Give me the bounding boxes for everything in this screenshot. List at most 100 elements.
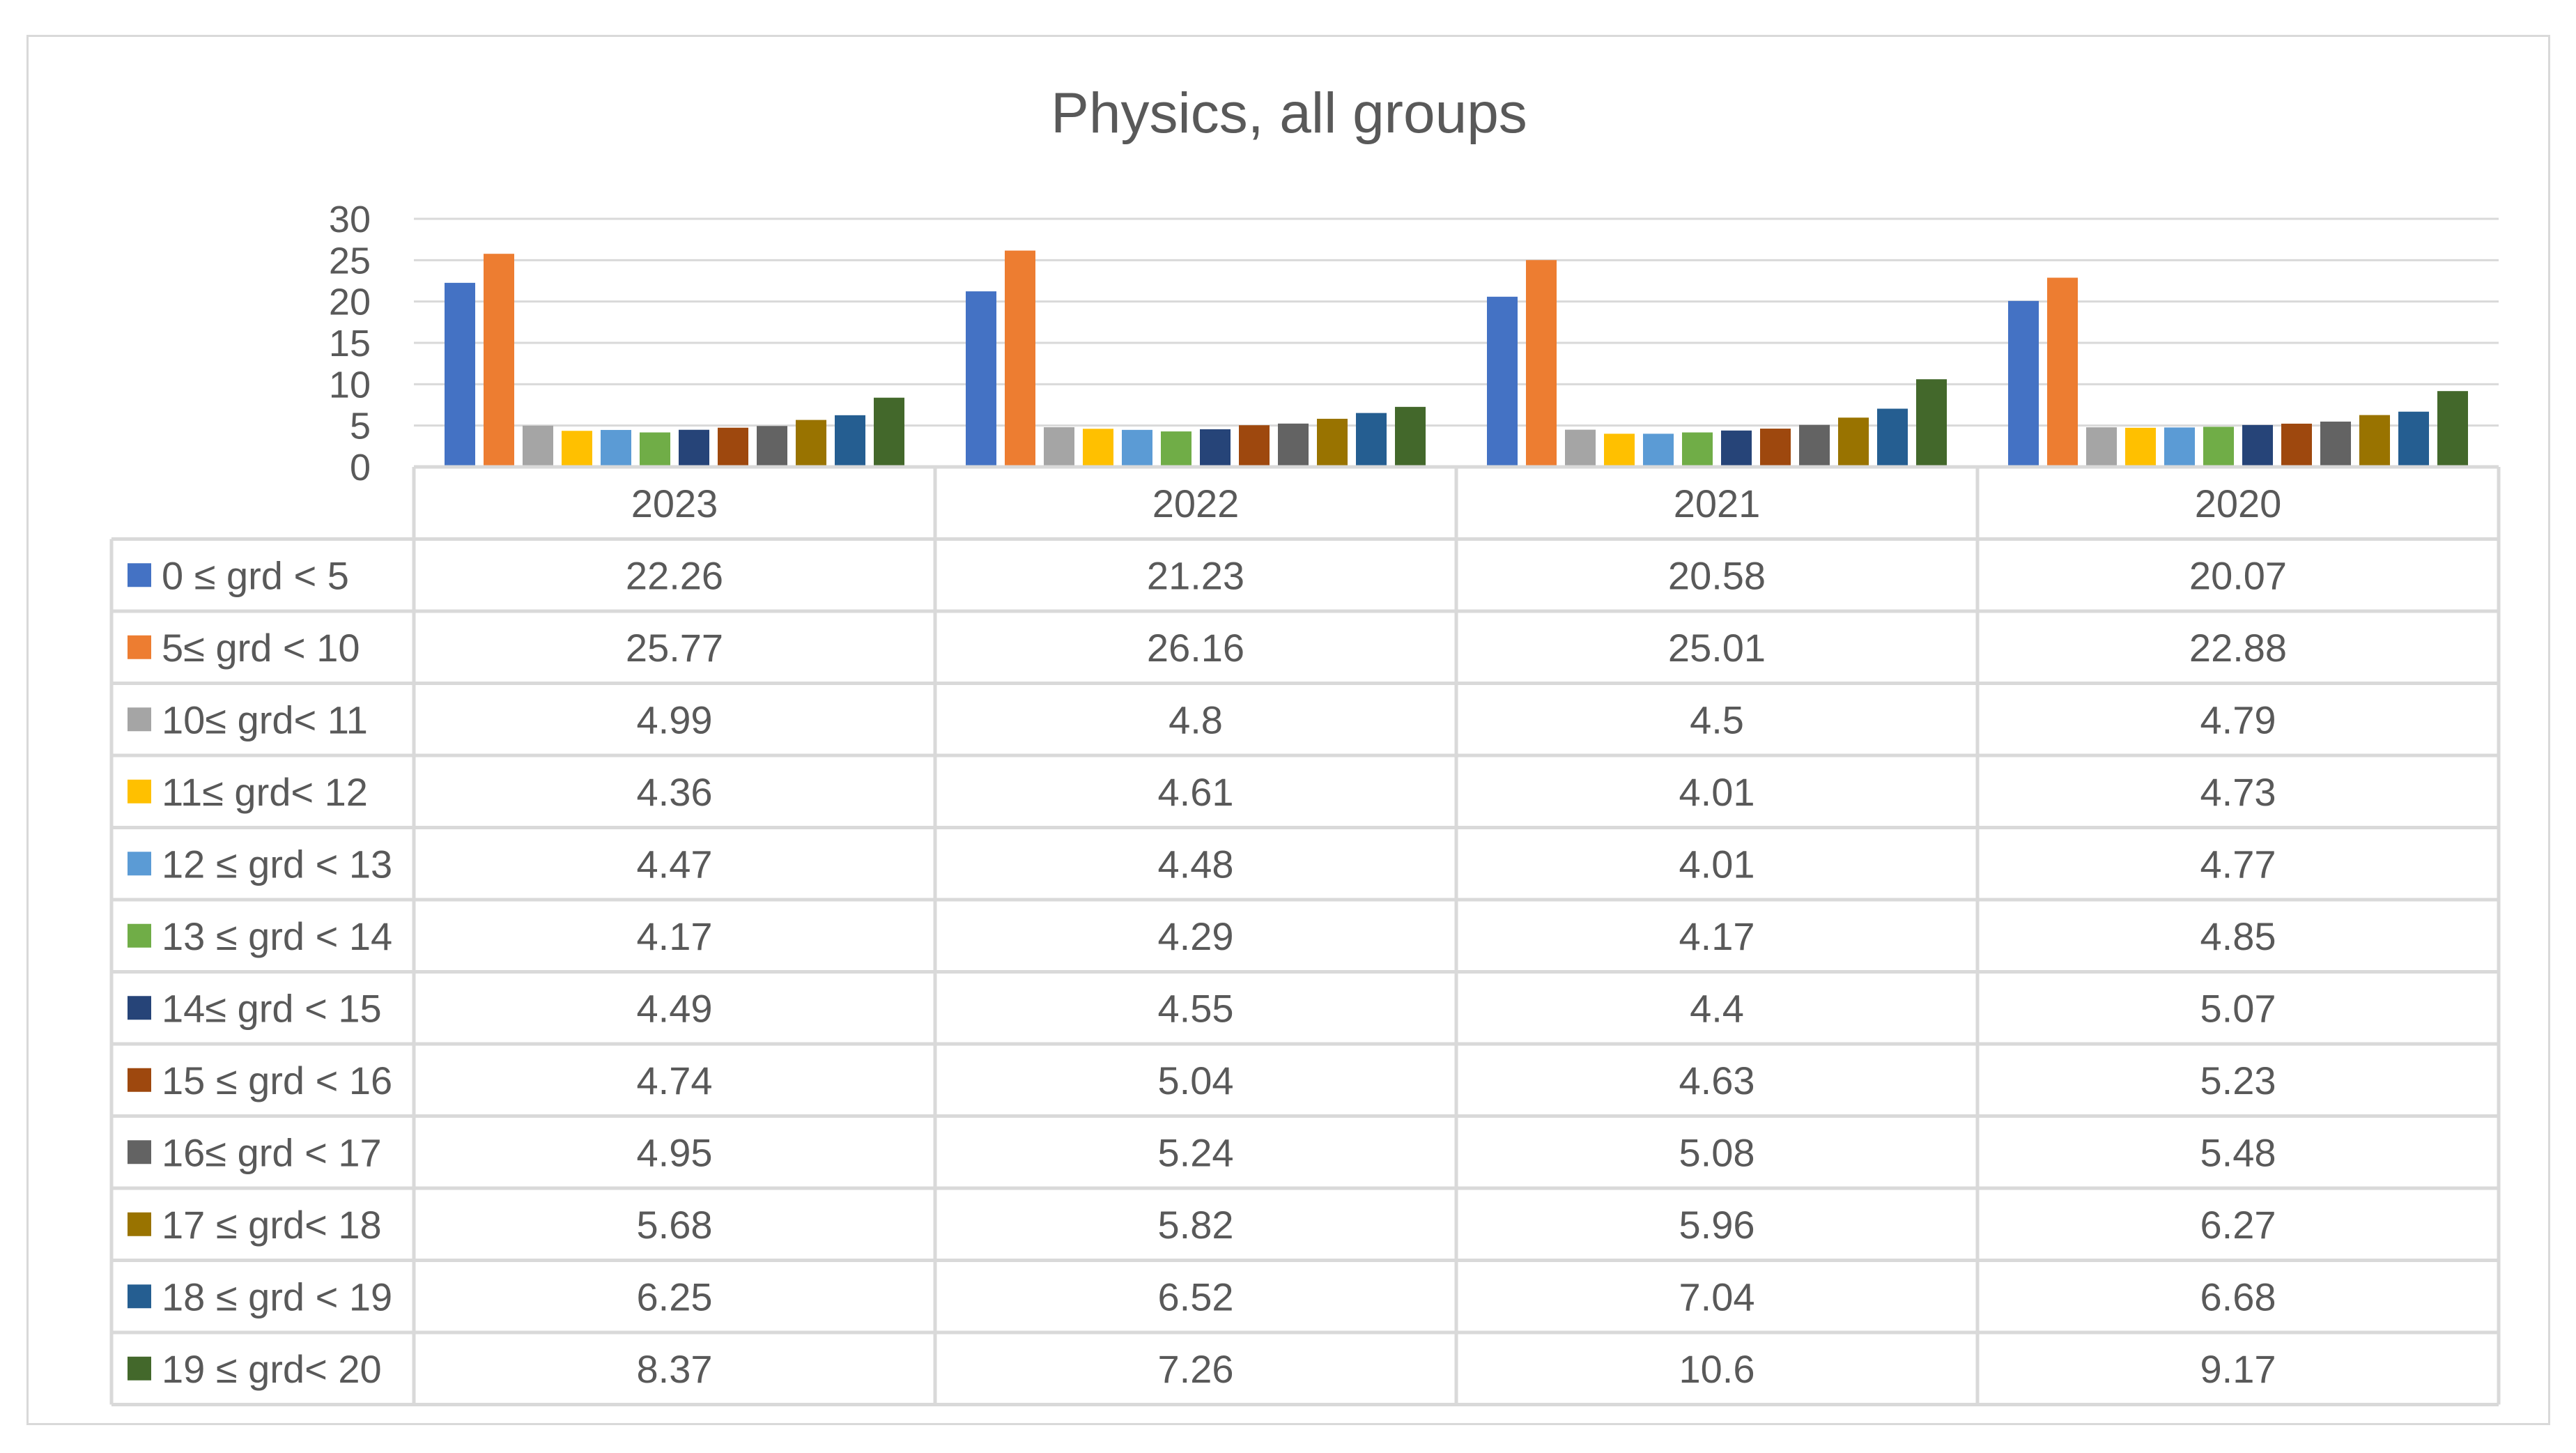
data-label: 4.79 xyxy=(2200,698,2276,741)
legend-label: 12 ≤ grd < 13 xyxy=(162,842,392,886)
data-label: 5.08 xyxy=(1679,1130,1755,1174)
data-label: 4.8 xyxy=(1169,698,1223,741)
chart-title: Physics, all groups xyxy=(1051,82,1527,145)
data-label: 4.29 xyxy=(1158,914,1234,958)
bar xyxy=(1200,429,1231,467)
data-label: 26.16 xyxy=(1147,626,1244,670)
legend-label: 16≤ grd < 17 xyxy=(162,1130,382,1174)
legend-swatch xyxy=(128,996,151,1020)
legend-label: 11≤ grd< 12 xyxy=(162,770,368,814)
data-label: 4.77 xyxy=(2200,842,2276,886)
bar xyxy=(1044,427,1074,467)
bar xyxy=(1838,417,1869,467)
data-label: 4.4 xyxy=(1690,986,1744,1030)
y-tick-label: 20 xyxy=(329,282,371,323)
data-label: 4.49 xyxy=(637,986,713,1030)
bar xyxy=(1122,429,1152,467)
data-label: 22.88 xyxy=(2189,626,2287,670)
legend-swatch xyxy=(128,707,151,732)
bar xyxy=(1239,425,1270,467)
legend-label: 14≤ grd < 15 xyxy=(162,986,382,1030)
y-tick-label: 30 xyxy=(329,199,371,240)
x-tick-label: 2021 xyxy=(1674,482,1761,525)
bar xyxy=(2437,391,2468,467)
data-label: 5.48 xyxy=(2200,1130,2276,1174)
data-label: 9.17 xyxy=(2200,1347,2276,1391)
data-label: 5.24 xyxy=(1158,1130,1234,1174)
bar xyxy=(2047,277,2078,467)
bar xyxy=(1161,431,1191,467)
legend-swatch xyxy=(128,635,151,659)
data-label: 4.74 xyxy=(637,1059,713,1102)
bar xyxy=(445,282,475,467)
legend-label: 13 ≤ grd < 14 xyxy=(162,914,392,958)
bar xyxy=(1356,413,1387,467)
data-label: 5.23 xyxy=(2200,1059,2276,1102)
data-label: 5.82 xyxy=(1158,1203,1234,1247)
data-label: 4.55 xyxy=(1158,986,1234,1030)
data-label: 4.36 xyxy=(637,770,713,814)
legend-label: 18 ≤ grd < 19 xyxy=(162,1275,392,1319)
legend-swatch xyxy=(128,1284,151,1309)
data-label: 4.63 xyxy=(1679,1059,1755,1102)
bar xyxy=(679,429,709,467)
data-label: 4.73 xyxy=(2200,770,2276,814)
bar xyxy=(1760,429,1791,467)
legend-swatch xyxy=(128,852,151,876)
data-label: 5.68 xyxy=(637,1203,713,1247)
bar xyxy=(1643,433,1674,467)
legend-swatch xyxy=(128,923,151,948)
bar xyxy=(601,429,631,467)
data-label: 6.68 xyxy=(2200,1275,2276,1319)
bar xyxy=(874,397,904,467)
legend-label: 10≤ grd< 11 xyxy=(162,698,368,741)
legend-swatch xyxy=(128,1140,151,1164)
bar xyxy=(1083,429,1113,467)
legend-label: 17 ≤ grd< 18 xyxy=(162,1203,382,1247)
bar xyxy=(2398,411,2429,467)
data-label: 5.96 xyxy=(1679,1203,1755,1247)
data-label: 25.77 xyxy=(626,626,723,670)
x-tick-label: 2022 xyxy=(1152,482,1240,525)
bar xyxy=(523,425,553,467)
bar xyxy=(1526,260,1557,467)
x-tick-label: 2020 xyxy=(2195,482,2282,525)
data-label: 5.07 xyxy=(2200,986,2276,1030)
bar xyxy=(562,431,592,467)
bar xyxy=(1487,296,1518,467)
data-label: 4.95 xyxy=(637,1130,713,1174)
y-tick-label: 10 xyxy=(329,364,371,406)
bar xyxy=(1916,379,1947,467)
data-label: 7.04 xyxy=(1679,1275,1755,1319)
bar xyxy=(2203,426,2234,467)
bar xyxy=(1721,430,1752,467)
bar xyxy=(2125,427,2156,467)
bar xyxy=(2086,427,2117,467)
data-label: 4.99 xyxy=(637,698,713,741)
data-label: 6.25 xyxy=(637,1275,713,1319)
bar xyxy=(1799,424,1830,467)
bar xyxy=(1877,408,1908,467)
legend-swatch xyxy=(128,1212,151,1236)
data-label: 21.23 xyxy=(1147,553,1244,597)
data-label: 7.26 xyxy=(1158,1347,1234,1391)
data-label: 6.52 xyxy=(1158,1275,1234,1319)
data-label: 10.6 xyxy=(1679,1347,1755,1391)
legend-label: 5≤ grd < 10 xyxy=(162,626,360,670)
data-label: 6.27 xyxy=(2200,1203,2276,1247)
bar xyxy=(757,426,787,467)
bar xyxy=(1278,423,1309,467)
data-label: 4.17 xyxy=(637,914,713,958)
bar xyxy=(1682,432,1713,467)
bar xyxy=(796,420,826,467)
bar xyxy=(1395,406,1426,467)
bar xyxy=(966,291,996,467)
data-label: 4.01 xyxy=(1679,842,1755,886)
data-label: 4.17 xyxy=(1679,914,1755,958)
bar xyxy=(2281,423,2312,467)
bar xyxy=(2242,424,2273,467)
y-tick-label: 25 xyxy=(329,240,371,282)
bars xyxy=(445,250,2468,467)
y-tick-label: 5 xyxy=(350,406,371,447)
